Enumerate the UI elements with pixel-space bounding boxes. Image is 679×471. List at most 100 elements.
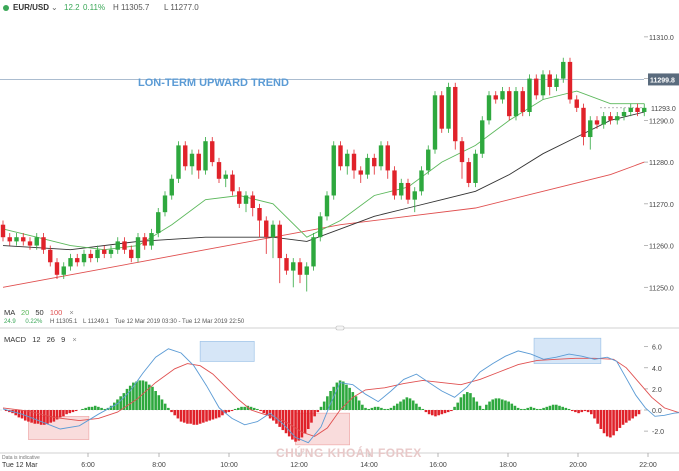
bearish-candle[interactable]	[210, 141, 215, 163]
bullish-candle[interactable]	[588, 120, 593, 138]
bullish-candle[interactable]	[95, 249, 100, 259]
bearish-candle[interactable]	[466, 162, 471, 183]
bullish-candle[interactable]	[628, 107, 633, 112]
bearish-candle[interactable]	[493, 95, 498, 100]
bullish-candle[interactable]	[642, 107, 647, 112]
bullish-candle[interactable]	[291, 262, 296, 271]
bearish-candle[interactable]	[534, 78, 539, 96]
bullish-candle[interactable]	[203, 141, 208, 171]
bullish-candle[interactable]	[115, 241, 120, 250]
bullish-candle[interactable]	[61, 266, 66, 275]
bearish-candle[interactable]	[284, 258, 289, 271]
bearish-candle[interactable]	[237, 191, 242, 204]
bearish-candle[interactable]	[372, 157, 377, 167]
bullish-candle[interactable]	[527, 78, 532, 112]
bearish-candle[interactable]	[358, 170, 363, 175]
bullish-candle[interactable]	[480, 120, 485, 154]
bullish-candle[interactable]	[223, 174, 228, 179]
bearish-candle[interactable]	[183, 145, 188, 167]
bullish-candle[interactable]	[135, 237, 141, 259]
bearish-candle[interactable]	[0, 224, 6, 238]
bearish-candle[interactable]	[75, 258, 80, 263]
bullish-candle[interactable]	[324, 195, 330, 217]
bearish-candle[interactable]	[264, 220, 269, 238]
bullish-candle[interactable]	[81, 253, 87, 263]
bullish-candle[interactable]	[446, 86, 451, 129]
bearish-candle[interactable]	[250, 195, 255, 208]
bearish-candle[interactable]	[507, 91, 512, 117]
bullish-candle[interactable]	[365, 157, 370, 175]
bearish-candle[interactable]	[574, 99, 579, 108]
bullish-candle[interactable]	[419, 170, 424, 192]
bearish-candle[interactable]	[88, 253, 93, 259]
bearish-candle[interactable]	[21, 237, 26, 242]
ma-period-50[interactable]: 50	[35, 308, 44, 317]
bullish-candle[interactable]	[304, 266, 309, 275]
bearish-candle[interactable]	[520, 91, 525, 112]
macd-signal[interactable]: 9	[61, 335, 66, 344]
bearish-candle[interactable]	[196, 153, 201, 171]
bearish-candle[interactable]	[385, 145, 390, 171]
bearish-candle[interactable]	[102, 249, 107, 254]
bearish-candle[interactable]	[122, 241, 127, 250]
bearish-candle[interactable]	[439, 95, 444, 129]
bearish-candle[interactable]	[257, 208, 262, 221]
bearish-candle[interactable]	[297, 262, 303, 275]
bearish-candle[interactable]	[635, 107, 640, 112]
bullish-candle[interactable]	[162, 195, 168, 213]
bullish-candle[interactable]	[311, 237, 316, 267]
bearish-candle[interactable]	[48, 249, 53, 263]
bearish-candle[interactable]	[41, 237, 46, 250]
bullish-candle[interactable]	[378, 145, 384, 167]
symbol-label[interactable]: EUR/USD	[13, 3, 50, 12]
bearish-candle[interactable]	[547, 74, 552, 87]
bearish-candle[interactable]	[608, 116, 613, 121]
bullish-candle[interactable]	[14, 237, 19, 242]
bullish-candle[interactable]	[621, 112, 627, 117]
bearish-candle[interactable]	[351, 153, 357, 171]
ma-period-100[interactable]: 100	[49, 308, 63, 317]
bearish-candle[interactable]	[453, 86, 458, 142]
close-icon[interactable]: ×	[72, 335, 77, 344]
bullish-candle[interactable]	[108, 249, 114, 254]
bullish-candle[interactable]	[34, 237, 39, 246]
macd-fast[interactable]: 12	[32, 335, 41, 344]
close-icon[interactable]: ×	[69, 308, 74, 317]
bearish-candle[interactable]	[405, 182, 411, 200]
bearish-candle[interactable]	[567, 61, 573, 100]
bearish-candle[interactable]	[142, 237, 147, 246]
bullish-candle[interactable]	[243, 195, 249, 204]
bullish-candle[interactable]	[176, 145, 181, 179]
bearish-candle[interactable]	[594, 120, 600, 125]
bullish-candle[interactable]	[399, 182, 404, 196]
bearish-candle[interactable]	[216, 162, 222, 179]
bullish-candle[interactable]	[486, 95, 492, 121]
bearish-candle[interactable]	[230, 174, 235, 192]
bearish-candle[interactable]	[459, 141, 465, 163]
bullish-candle[interactable]	[513, 91, 519, 117]
bullish-candle[interactable]	[601, 116, 606, 125]
bullish-candle[interactable]	[156, 212, 161, 234]
bullish-candle[interactable]	[169, 178, 174, 196]
bullish-candle[interactable]	[540, 74, 546, 96]
bullish-candle[interactable]	[615, 116, 620, 121]
bullish-candle[interactable]	[432, 95, 438, 150]
bullish-candle[interactable]	[270, 224, 276, 238]
macd-slow[interactable]: 26	[46, 335, 55, 344]
bearish-candle[interactable]	[54, 262, 60, 275]
bearish-candle[interactable]	[277, 224, 282, 259]
bullish-candle[interactable]	[554, 78, 559, 87]
panel-resize-handle[interactable]	[335, 325, 345, 331]
bearish-candle[interactable]	[129, 249, 134, 259]
bearish-candle[interactable]	[27, 241, 33, 246]
bullish-candle[interactable]	[331, 145, 336, 196]
bullish-candle[interactable]	[149, 233, 154, 246]
bearish-candle[interactable]	[7, 237, 12, 242]
bearish-candle[interactable]	[392, 170, 397, 196]
bullish-candle[interactable]	[412, 191, 417, 200]
chevron-down-icon[interactable]: ⌄	[51, 3, 58, 12]
bullish-candle[interactable]	[189, 153, 195, 167]
bullish-candle[interactable]	[500, 91, 505, 100]
bullish-candle[interactable]	[318, 216, 323, 238]
